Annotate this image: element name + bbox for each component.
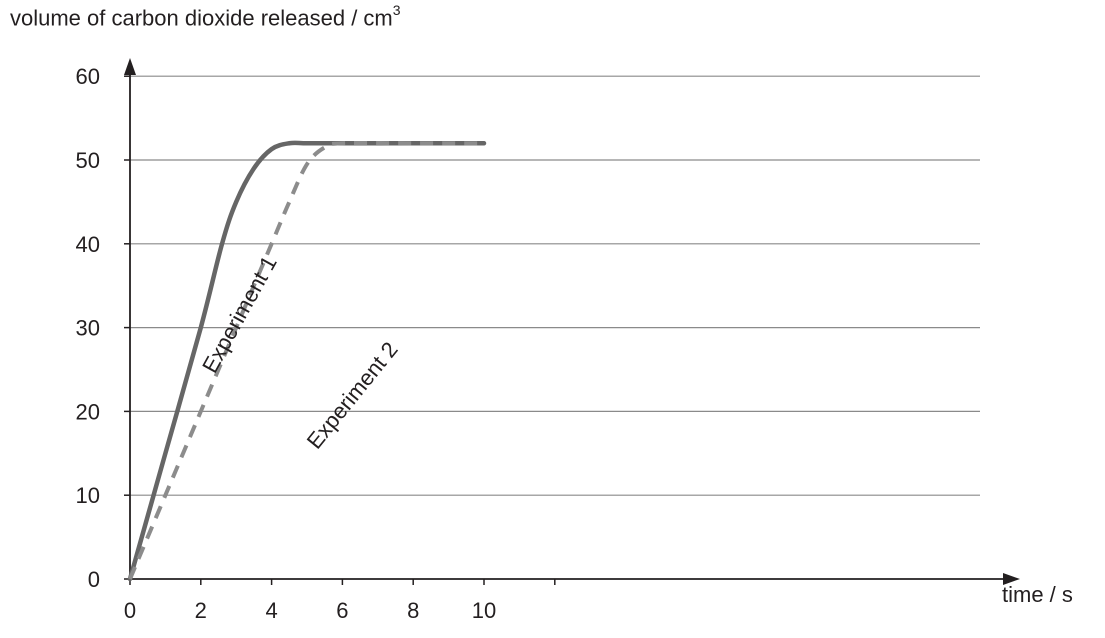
y-tick-label-30: 30 xyxy=(76,316,100,341)
y-tick-label-0: 0 xyxy=(88,567,100,592)
x-tick-label-8: 8 xyxy=(407,598,419,623)
series-label-2: Experiment 2 xyxy=(302,337,403,453)
series-line-2 xyxy=(128,140,484,580)
x-tick-label-4: 4 xyxy=(265,598,277,623)
y-tick-label-50: 50 xyxy=(76,148,100,173)
x-tick-label-6: 6 xyxy=(336,598,348,623)
y-axis-title-text: volume of carbon dioxide released / cm xyxy=(10,5,393,31)
x-tick-label-0: 0 xyxy=(124,598,136,623)
x-tick-label-2: 2 xyxy=(195,598,207,623)
x-axis-title: time / s xyxy=(1002,582,1073,607)
x-tick-label-10: 10 xyxy=(472,598,496,623)
series-line-1 xyxy=(127,140,487,582)
y-tick-label-20: 20 xyxy=(76,399,100,424)
y-axis-title-superscript: 3 xyxy=(392,2,401,18)
y-tick-label-60: 60 xyxy=(76,64,100,89)
y-axis-arrow xyxy=(124,58,136,75)
y-axis-title: volume of carbon dioxide released / cm3 xyxy=(10,2,401,31)
y-tick-label-10: 10 xyxy=(76,483,100,508)
y-tick-label-40: 40 xyxy=(76,232,100,257)
x-axis-arrow xyxy=(1003,573,1020,585)
series-label-1: Experiment 1 xyxy=(197,252,282,377)
